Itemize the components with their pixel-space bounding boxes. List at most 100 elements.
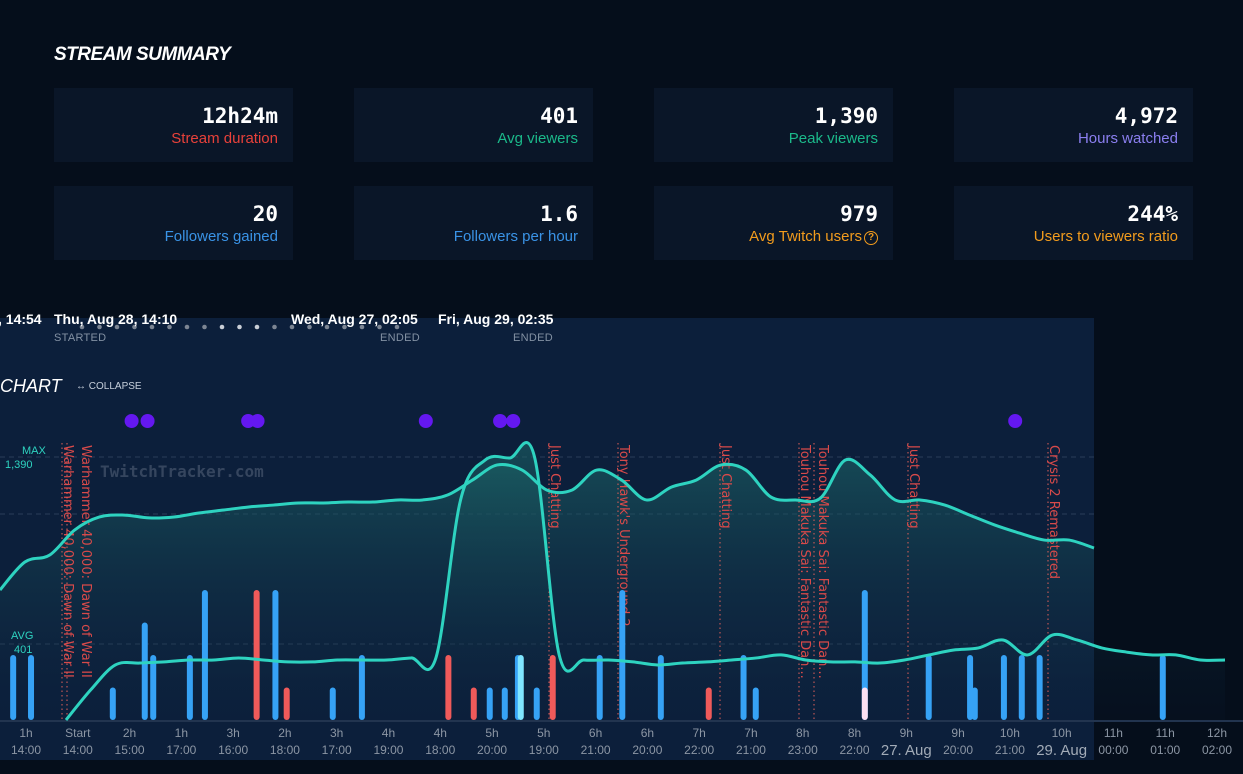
stat-label: Avg viewers — [354, 128, 578, 150]
stat-card: 12h24m Stream duration — [54, 88, 293, 162]
bar-follow-bar — [619, 590, 626, 720]
x-tick-label: 2h — [278, 726, 292, 740]
x-tick-label: 4h — [433, 726, 447, 740]
x-tick-label: 9h — [899, 726, 913, 740]
stat-label: Followers per hour — [354, 226, 578, 248]
stat-card: 20 Followers gained — [54, 186, 293, 260]
game-label: Just Chatting — [906, 444, 921, 529]
event-dot — [140, 414, 155, 428]
stat-card: 401 Avg viewers — [354, 88, 593, 162]
viewers-line-1 — [64, 441, 1226, 721]
timeline-dot — [394, 324, 400, 330]
page-title: STREAM SUMMARY — [54, 44, 231, 65]
timeline-dot — [359, 324, 365, 330]
stat-label-text: Hours watched — [1077, 130, 1178, 147]
bar-follow-bar — [150, 655, 157, 720]
x-tick-label: 23:00 — [787, 743, 818, 757]
viewers-line-0 — [0, 457, 1095, 592]
x-tick-label: 10h — [1051, 726, 1072, 740]
stat-label: Users to viewers ratio — [954, 226, 1178, 248]
stat-card: 979 Avg Twitch users? — [654, 186, 893, 260]
x-tick-label: 01:00 — [1150, 743, 1181, 757]
x-tick-label: 02:00 — [1201, 743, 1233, 757]
stat-card: 1.6 Followers per hour — [354, 186, 593, 260]
event-dot — [124, 414, 139, 428]
bar-follow-bar — [186, 655, 193, 720]
ended-date-1: Wed, Aug 27, 02:05 — [291, 311, 418, 327]
game-label: Just Chatting — [718, 444, 733, 529]
x-tick-label: 21:00 — [994, 743, 1025, 757]
question-circle-icon[interactable]: ? — [864, 231, 878, 245]
bar-follow-bar — [329, 687, 336, 720]
bar-follow-bar — [486, 687, 493, 720]
bar-follow-bar — [1036, 655, 1043, 720]
bar-follow-bar — [967, 655, 974, 720]
event-dot — [1008, 414, 1023, 428]
x-tick-label: 1h — [19, 726, 33, 740]
bar-follow-bar — [272, 590, 279, 720]
x-tick-label: 22:00 — [684, 743, 715, 757]
x-tick-label: 11h — [1103, 726, 1123, 740]
bar-follow-bar — [752, 687, 759, 720]
collapse-button[interactable]: ↔ COLLAPSE — [76, 381, 142, 392]
stat-value: 401 — [540, 104, 578, 128]
timeline-dot — [202, 324, 207, 330]
x-tick-label: 4h — [381, 726, 396, 740]
timeline-dot — [342, 324, 347, 330]
started-label: STARTED — [54, 332, 107, 344]
ended-date-2: Fri, Aug 29, 02:35 — [438, 311, 554, 327]
timeline-dot — [184, 324, 190, 330]
x-tick-label: 17:00 — [321, 743, 352, 757]
x-tick-label: 21:00 — [735, 743, 766, 757]
x-tick-label: 5h — [537, 726, 551, 740]
x-tick-label: 22:00 — [839, 743, 870, 757]
timeline-dot — [272, 324, 277, 330]
stat-value: 1.6 — [540, 202, 578, 226]
event-dot — [250, 414, 265, 428]
x-tick-label: 19:00 — [373, 743, 404, 757]
bar-follow-bar — [10, 655, 17, 720]
chart-title: CHART — [0, 376, 62, 396]
stat-value: 20 — [252, 202, 278, 226]
stat-card: 1,390 Peak viewers — [654, 88, 893, 162]
bar-follow-bar — [861, 590, 868, 720]
stat-label-text: Followers per hour — [453, 228, 578, 245]
bar-follow-bar — [596, 655, 603, 720]
x-tick-label: 3h — [330, 726, 344, 740]
bar-follow-bar — [109, 687, 116, 720]
bar-follow-bar — [501, 687, 508, 720]
timeline-dot — [289, 324, 295, 330]
timeline-dot — [132, 324, 137, 330]
x-tick-label: 14:00 — [62, 743, 93, 757]
timeline-dot — [377, 324, 382, 330]
timeline-dot — [114, 324, 120, 330]
x-tick-label: 6h — [640, 726, 655, 740]
bar-follow-bar — [358, 655, 365, 720]
bar-follow-bar — [533, 687, 540, 720]
x-tick-label: 00:00 — [1098, 743, 1129, 757]
started-date: Thu, Aug 28, 14:10 — [54, 311, 178, 327]
bar-red-bar — [445, 655, 452, 720]
collapse-label: COLLAPSE — [88, 381, 142, 392]
timeline-dot — [167, 324, 172, 330]
x-tick-label: 2h — [122, 726, 137, 740]
stat-value: 1,390 — [814, 104, 878, 128]
previous-stream-end[interactable]: , 14:54 — [0, 311, 42, 327]
event-dot — [418, 414, 433, 428]
bar-light-bar — [517, 655, 524, 720]
stat-label-text: Peak viewers — [788, 130, 878, 147]
stat-label-text: Avg Twitch users — [749, 228, 862, 245]
stat-label-text: Stream duration — [171, 130, 278, 147]
x-tick-label: 14:00 — [10, 743, 42, 757]
timeline-dot — [237, 324, 242, 330]
x-tick-label: 29. Aug — [1036, 742, 1088, 759]
game-label: Tony Hawk's Underground 2 — [616, 444, 631, 627]
x-tick-label: 27. Aug — [880, 742, 932, 759]
stat-label: Peak viewers — [654, 128, 878, 150]
timeline-dot — [97, 324, 102, 330]
ended-label-1: ENDED — [380, 332, 421, 344]
timeline-dot — [79, 324, 85, 330]
x-tick-label: 12h — [1206, 726, 1228, 740]
x-tick-label: 16:00 — [218, 743, 249, 757]
